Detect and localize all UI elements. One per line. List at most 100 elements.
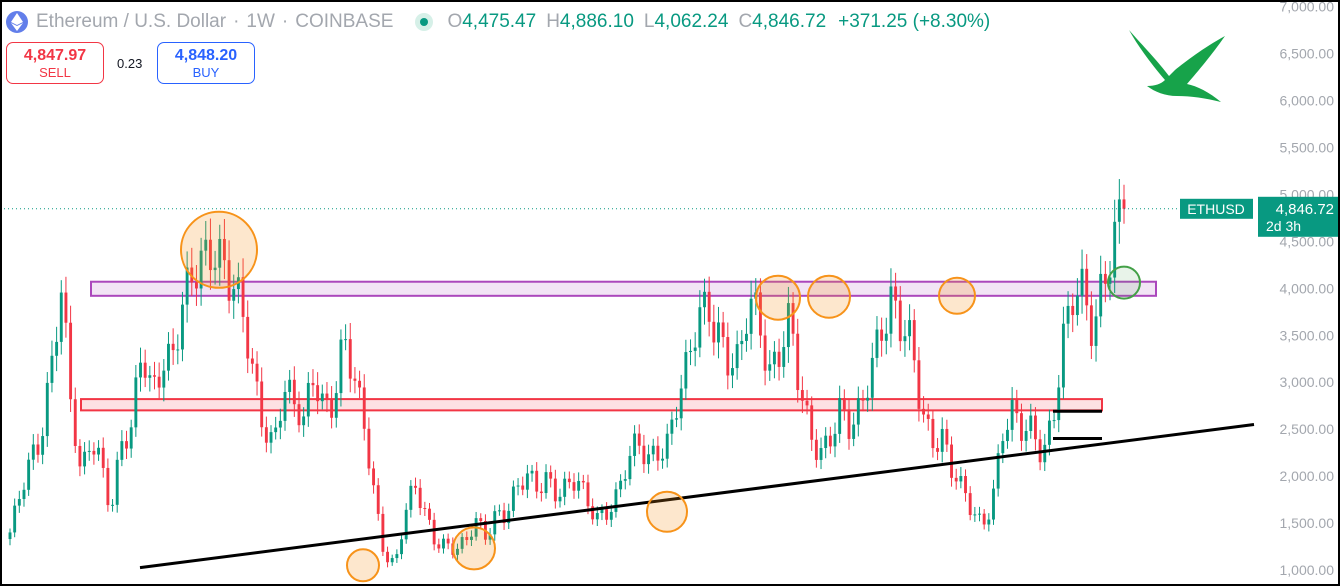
candle-body [129, 427, 133, 449]
open-value: 4,475.47 [462, 11, 537, 32]
candle-body [83, 451, 87, 467]
candle-body [852, 424, 856, 439]
candle-body [828, 435, 832, 447]
candle-body [684, 352, 688, 389]
candle-body [633, 433, 637, 456]
price-axis-tick: 7,000.00 [1280, 0, 1335, 15]
candle-body [623, 479, 627, 481]
candle-body [367, 428, 371, 469]
touch-circle [180, 210, 258, 289]
candles [8, 179, 1126, 568]
candle-body [898, 300, 902, 342]
candle-body [768, 364, 772, 371]
spread-value: 0.23 [117, 56, 143, 71]
candle-body [940, 428, 944, 452]
candle-body [36, 444, 40, 455]
candle-body [973, 514, 977, 516]
price-axis-tick: 2,500.00 [1280, 421, 1335, 437]
candle-body [334, 393, 338, 418]
candle-body [414, 485, 417, 488]
candle-body [17, 499, 21, 506]
candle-body [148, 375, 152, 378]
market-status-icon[interactable] [415, 13, 434, 31]
candle-body [838, 398, 842, 434]
candle-body [819, 448, 823, 460]
candle-body [316, 385, 320, 402]
candle-body [283, 391, 287, 421]
candle-body [502, 510, 506, 524]
candle-body [55, 341, 59, 356]
symbol-title[interactable]: Ethereum / U.S. Dollar [36, 11, 227, 32]
candle-body [269, 432, 273, 443]
candle-body [992, 488, 995, 520]
candle-body [842, 398, 846, 410]
candle-body [488, 534, 492, 540]
candle-body [213, 267, 217, 271]
interval[interactable]: 1W [246, 11, 275, 32]
candle-body [796, 333, 800, 391]
buy-label: BUY [192, 64, 220, 80]
price-axis-tick: 1,000.00 [1280, 562, 1335, 578]
sell-label: SELL [39, 64, 71, 80]
candle-body [619, 480, 623, 490]
candle-body [577, 480, 581, 491]
buy-button[interactable]: 4,848.20 BUY [157, 42, 255, 84]
candle-body [157, 376, 161, 388]
candle-body [661, 458, 664, 461]
low-label: L [643, 11, 655, 32]
candle-body [432, 519, 436, 545]
price-axis: 1,000.00 1,500.00 2,000.00 2,500.00 3,000.00… [1280, 0, 1335, 578]
touch-circle [755, 274, 801, 321]
candle-body [609, 511, 613, 520]
price-axis-tick: 1,500.00 [1280, 515, 1335, 531]
candle-body [749, 298, 753, 334]
candle-body [637, 433, 641, 446]
candle-body [497, 510, 501, 512]
candle-body [227, 260, 231, 301]
candle-body [693, 347, 697, 351]
price-axis-tick: 4,500.00 [1280, 233, 1335, 249]
candle-body [530, 470, 534, 474]
candle-body [665, 433, 669, 459]
candle-body [87, 450, 91, 452]
sell-button[interactable]: 4,847.97 SELL [6, 42, 104, 84]
candle-body [176, 349, 180, 351]
candle-body [572, 482, 576, 491]
candle-body [92, 450, 96, 455]
candle-body [59, 292, 63, 342]
candle-body [241, 277, 245, 317]
candle-body [45, 382, 49, 437]
candle-body [358, 380, 362, 388]
candle-body [288, 379, 292, 392]
candle-body [78, 445, 82, 467]
candle-body [525, 473, 529, 490]
candle-body [41, 436, 45, 455]
candle-body [1103, 273, 1107, 284]
candle-body [507, 510, 511, 524]
price-axis-tick: 6,000.00 [1280, 93, 1335, 109]
candle-body [97, 447, 101, 455]
candle-body [670, 419, 674, 434]
candle-body [1085, 268, 1089, 306]
candle-body [1052, 420, 1056, 422]
candle-body [8, 532, 12, 540]
candle-body [945, 428, 949, 445]
price-axis-tick: 3,500.00 [1280, 327, 1335, 343]
candle-body [348, 339, 352, 379]
candle-body [125, 441, 128, 449]
candle-body [171, 343, 175, 351]
candle-body [22, 489, 26, 500]
candle-body [553, 478, 557, 502]
candle-body [786, 303, 790, 348]
candle-body [954, 477, 958, 482]
candle-body [703, 291, 706, 308]
high-value: 4,886.10 [559, 11, 634, 32]
candle-body [1113, 221, 1117, 278]
candle-body [418, 487, 422, 509]
symbol-header: Ethereum / U.S. Dollar · 1W · COINBASE O… [6, 8, 990, 36]
candle-body [889, 286, 893, 334]
candle-body [800, 390, 804, 401]
candle-body [73, 399, 77, 446]
